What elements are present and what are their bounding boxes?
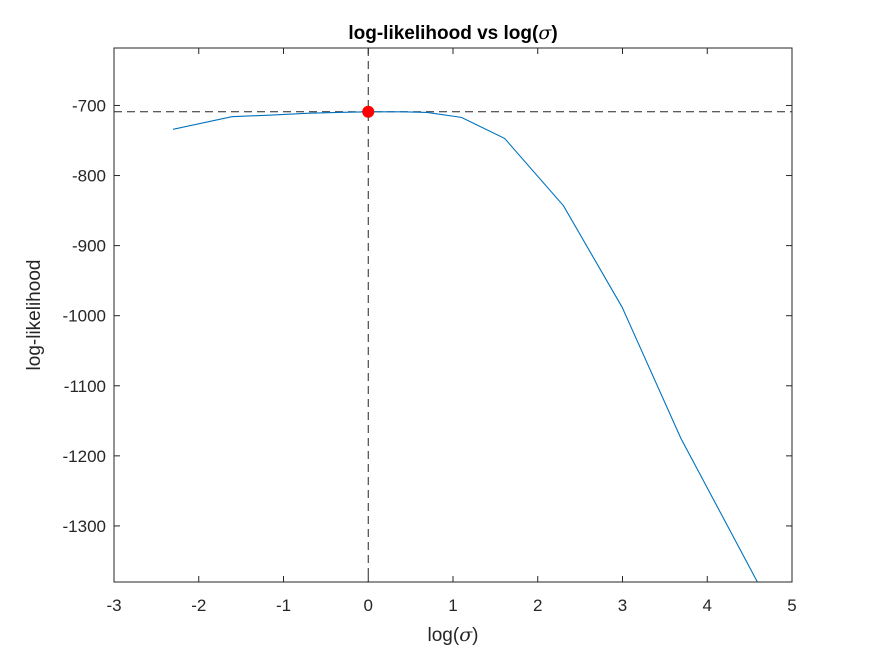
x-tick-label: 4 bbox=[703, 596, 712, 615]
xlabel-sigma-symbol: σ bbox=[459, 624, 473, 646]
y-axis-label: log-likelihood bbox=[24, 260, 45, 371]
optimum-point bbox=[362, 105, 375, 118]
chart-title: log-likelihood vs log(σ) bbox=[348, 22, 557, 44]
x-tick-label: 0 bbox=[364, 596, 373, 615]
y-tick-label: -1200 bbox=[63, 447, 106, 466]
y-tick-label: -800 bbox=[72, 167, 106, 186]
y-tick-label: -1100 bbox=[64, 377, 106, 396]
reference-lines bbox=[114, 48, 792, 582]
x-tick-label: -1 bbox=[276, 596, 291, 615]
x-tick-label: 5 bbox=[787, 596, 796, 615]
series-line-0 bbox=[172, 111, 759, 582]
y-tick-label: -1300 bbox=[63, 517, 106, 536]
x-axis-label: log(σ) bbox=[428, 624, 479, 646]
x-axis: -3 -2 -1 0 1 2 3 4 5 bbox=[106, 48, 797, 615]
marker-layer bbox=[362, 105, 375, 118]
x-tick-label: 2 bbox=[533, 596, 542, 615]
y-tick-label: -1000 bbox=[63, 307, 106, 326]
x-tick-label: -2 bbox=[191, 596, 206, 615]
series-layer bbox=[172, 111, 759, 582]
y-tick-label: -700 bbox=[72, 96, 106, 115]
x-tick-label: -3 bbox=[106, 596, 121, 615]
y-tick-label: -900 bbox=[72, 237, 106, 256]
plot-area bbox=[114, 48, 792, 582]
x-tick-label: 1 bbox=[448, 596, 457, 615]
title-sigma-symbol: σ bbox=[538, 22, 552, 44]
y-axis: -1300 -1200 -1100 -1000 -900 -800 -700 bbox=[63, 96, 792, 536]
x-tick-label: 3 bbox=[618, 596, 627, 615]
